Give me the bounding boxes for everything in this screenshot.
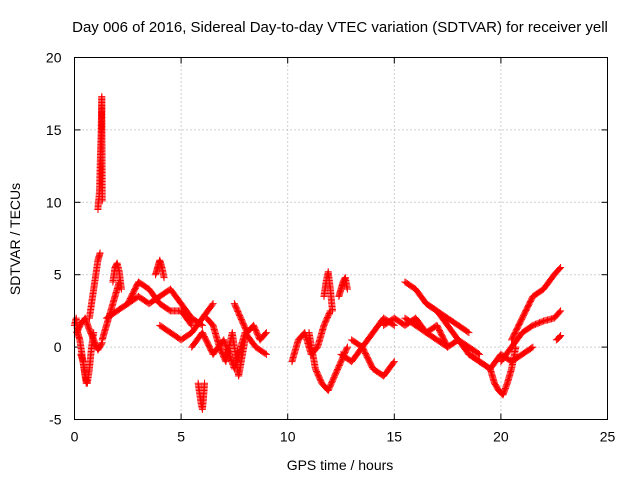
data-point [262, 350, 270, 358]
data-point [187, 320, 195, 328]
data-point [556, 308, 564, 316]
data-point [529, 343, 537, 351]
y-tick-label: 20 [46, 50, 62, 66]
plot-frame [74, 57, 608, 420]
x-tick-label: 5 [177, 429, 185, 445]
data-point [557, 263, 565, 271]
data-point [389, 359, 397, 367]
data-point [476, 350, 484, 358]
data-point [390, 358, 398, 366]
data-point [261, 350, 269, 358]
data-point [98, 197, 106, 205]
data-point [556, 264, 564, 272]
x-tick-label: 15 [387, 429, 403, 445]
y-tick-label: 0 [54, 339, 62, 355]
x-tick-label: 25 [600, 429, 616, 445]
data-point [390, 321, 398, 329]
y-tick-label: 5 [54, 267, 62, 283]
data-point [343, 344, 351, 352]
data-point [96, 249, 104, 257]
y-tick-label: -5 [49, 412, 62, 428]
data-point [261, 330, 269, 338]
data-point [208, 301, 216, 309]
data-point [117, 285, 125, 293]
data-point [98, 340, 106, 348]
chart-title: Day 006 of 2016, Sidereal Day-to-day VTE… [72, 19, 608, 36]
data-point [201, 379, 209, 387]
data-point [160, 274, 168, 282]
data-point [262, 329, 270, 337]
data-point [209, 300, 217, 308]
data-point [343, 285, 351, 293]
data-point [528, 344, 536, 352]
data-point [465, 329, 473, 337]
y-axis-label: SDTVAR / TECUs [7, 183, 23, 295]
y-tick-label: 10 [46, 194, 62, 210]
x-axis-label: GPS time / hours [287, 457, 394, 473]
x-tick-label: 20 [493, 429, 509, 445]
x-tick-label: 10 [280, 429, 296, 445]
x-tick-label: 0 [71, 429, 79, 445]
data-point [241, 336, 249, 344]
data-point [328, 307, 336, 315]
data-point [464, 328, 472, 336]
data-points [71, 93, 565, 413]
data-point [474, 350, 482, 358]
data-point [556, 332, 564, 340]
data-point [557, 307, 565, 315]
data-point [343, 343, 351, 351]
data-point [557, 332, 565, 340]
y-tick-label: 15 [46, 122, 62, 138]
